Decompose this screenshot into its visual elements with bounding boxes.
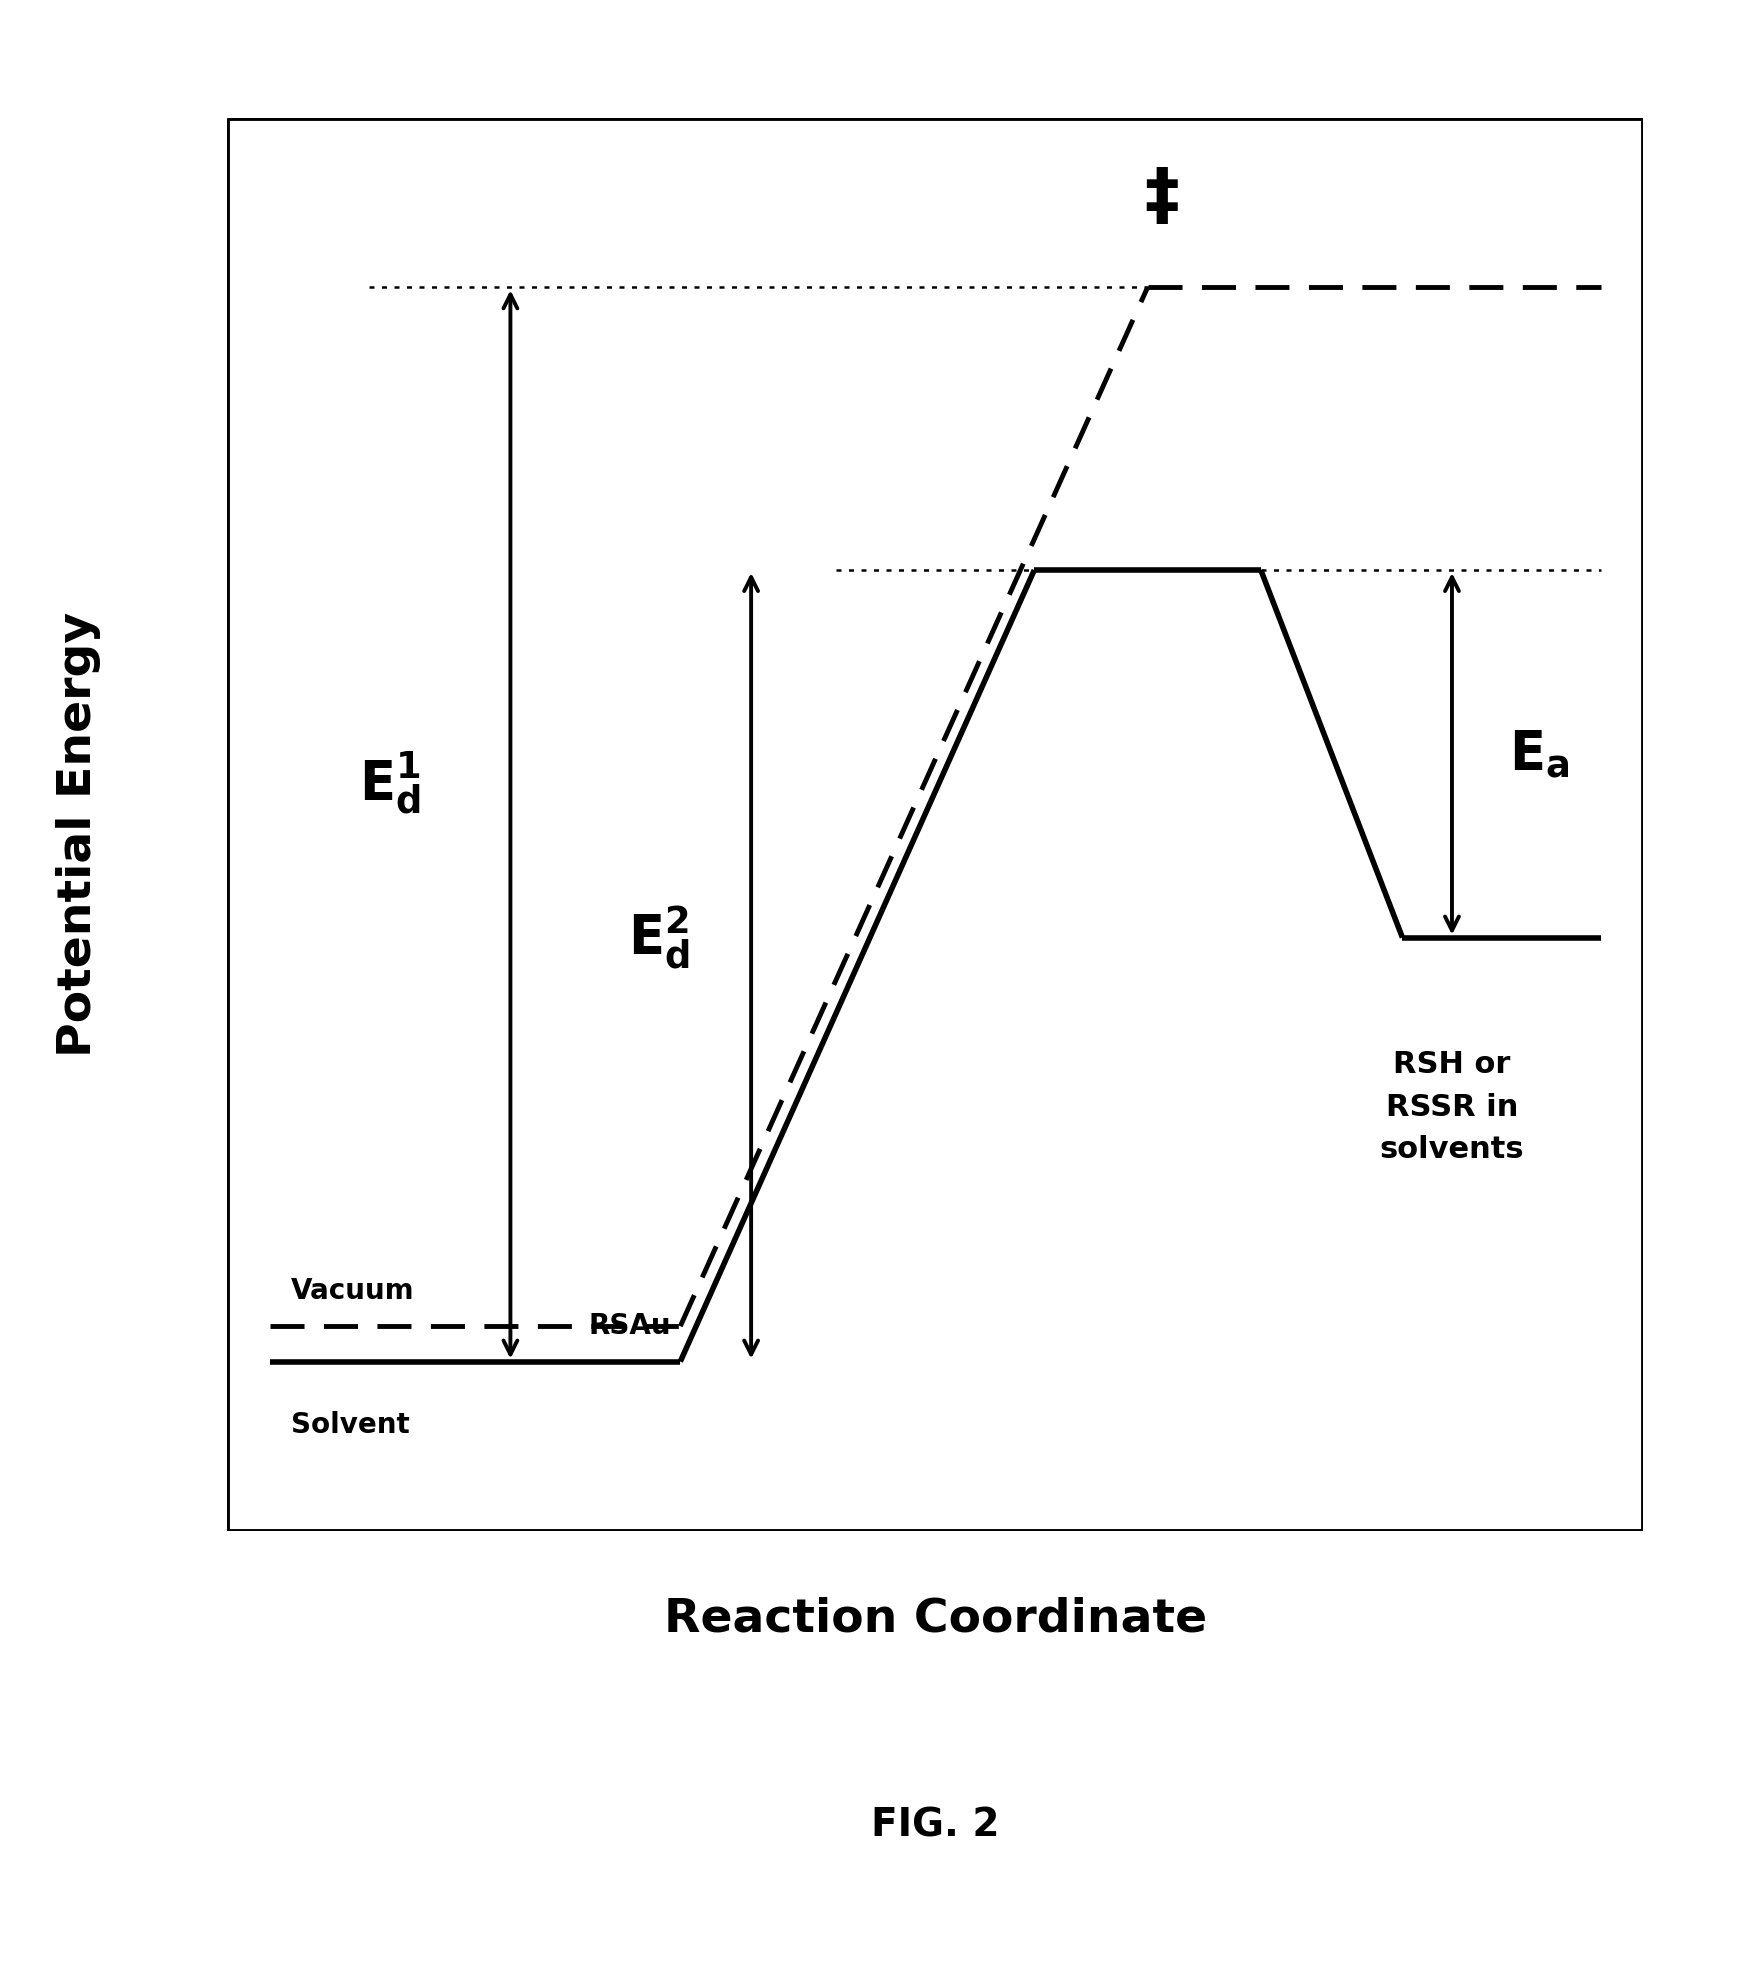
Text: $\mathbf{\ddagger}$: $\mathbf{\ddagger}$ [1145,163,1180,232]
Text: RSH or
RSSR in
solvents: RSH or RSSR in solvents [1379,1050,1524,1164]
Text: Potential Energy: Potential Energy [56,612,101,1056]
Text: $\mathbf{E_a}$: $\mathbf{E_a}$ [1509,728,1570,779]
Text: Reaction Coordinate: Reaction Coordinate [664,1598,1206,1641]
Text: $\mathbf{E_d^2}$: $\mathbf{E_d^2}$ [628,903,690,972]
Text: $\mathbf{E_d^1}$: $\mathbf{E_d^1}$ [358,748,421,815]
Text: FIG. 2: FIG. 2 [871,1806,1000,1845]
Text: RSAu: RSAu [589,1313,671,1341]
Text: Vacuum: Vacuum [290,1278,414,1305]
Text: Solvent: Solvent [290,1411,409,1439]
